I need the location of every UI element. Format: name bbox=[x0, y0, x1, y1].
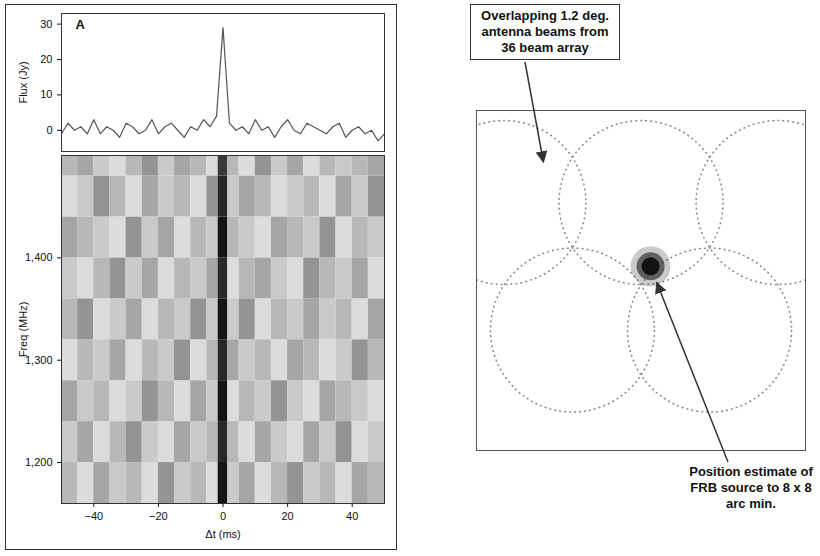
html-text:Position estimate of FRB sourc: Position estimate of FRB source to 8 x 8… bbox=[689, 464, 813, 511]
svg-text:Flux (Jy): Flux (Jy) bbox=[17, 61, 29, 103]
svg-text:20: 20 bbox=[40, 53, 52, 65]
svg-text:1,200: 1,200 bbox=[25, 456, 53, 468]
svg-text:Freq (MHz): Freq (MHz) bbox=[17, 302, 29, 358]
svg-text:A: A bbox=[76, 17, 86, 32]
svg-text:40: 40 bbox=[346, 510, 358, 522]
svg-text:0: 0 bbox=[220, 510, 226, 522]
html-text:Overlapping 1.2 deg. antenna b: Overlapping 1.2 deg. antenna beams from … bbox=[481, 8, 609, 55]
svg-text:Δt (ms): Δt (ms) bbox=[205, 528, 240, 540]
svg-text:1,400: 1,400 bbox=[25, 251, 53, 263]
svg-text:1,300: 1,300 bbox=[25, 353, 53, 366]
svg-text:−40: −40 bbox=[84, 510, 103, 522]
svg-text:10: 10 bbox=[40, 88, 52, 100]
svg-text:20: 20 bbox=[281, 510, 293, 522]
svg-text:30: 30 bbox=[40, 18, 52, 30]
svg-text:0: 0 bbox=[46, 124, 52, 136]
svg-text:−20: −20 bbox=[149, 510, 168, 522]
